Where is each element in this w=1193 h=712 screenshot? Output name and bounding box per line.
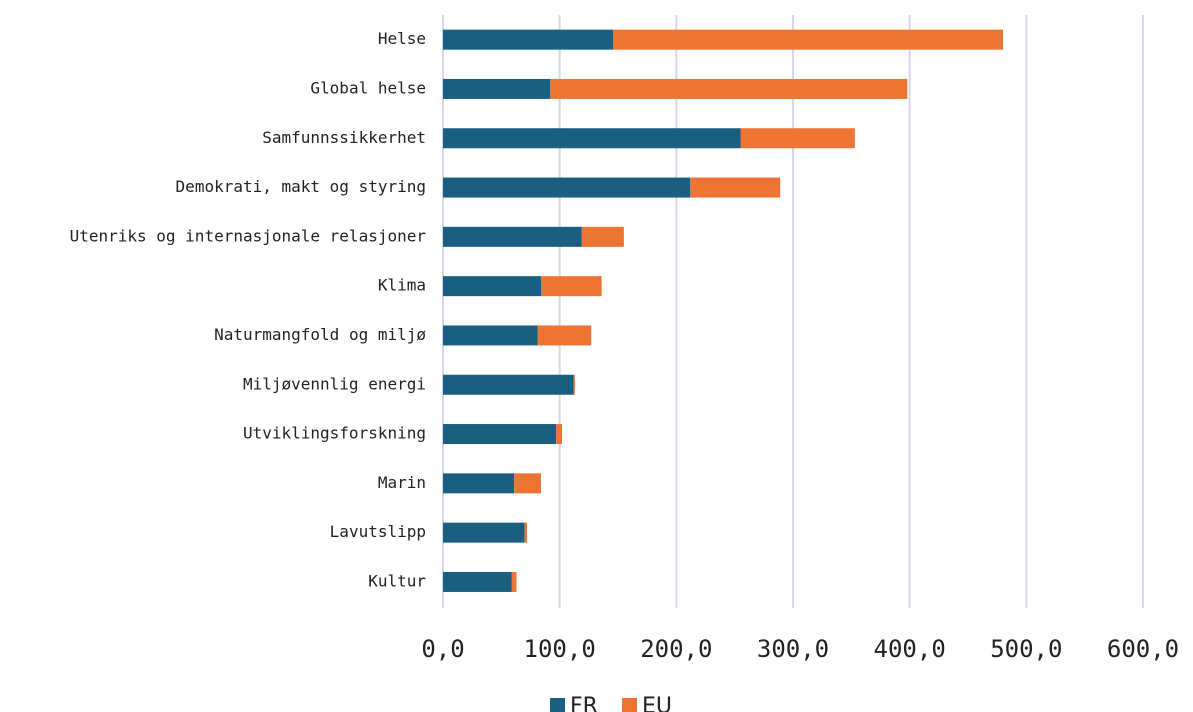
bar-fr-7 xyxy=(443,374,574,395)
category-label-4: Utenriks og internasjonale relasjoner xyxy=(70,226,427,245)
category-label-10: Lavutslipp xyxy=(330,522,426,541)
bar-eu-9 xyxy=(514,473,541,494)
bar-eu-7 xyxy=(573,374,575,395)
category-label-7: Miljøvennlig energi xyxy=(243,374,426,393)
bar-eu-2 xyxy=(740,128,855,149)
bar-fr-3 xyxy=(443,177,691,198)
bar-eu-3 xyxy=(690,177,781,198)
bar-fr-5 xyxy=(443,276,541,297)
bar-fr-0 xyxy=(443,29,614,50)
category-label-8: Utviklingsforskning xyxy=(243,424,426,443)
x-tick-label-3: 300,0 xyxy=(757,635,829,663)
bar-fr-8 xyxy=(443,424,557,445)
x-tick-label-1: 100,0 xyxy=(524,635,596,663)
bar-eu-11 xyxy=(511,571,517,592)
bar-eu-4 xyxy=(581,226,624,247)
bar-eu-8 xyxy=(556,424,562,445)
bar-fr-4 xyxy=(443,226,582,247)
bar-fr-11 xyxy=(443,571,512,592)
bar-fr-1 xyxy=(443,78,551,99)
bar-eu-0 xyxy=(613,29,1003,50)
x-tick-label-4: 400,0 xyxy=(874,635,946,663)
bar-eu-10 xyxy=(524,522,527,543)
x-tick-label-0: 0,0 xyxy=(421,635,464,663)
gridlines xyxy=(442,15,1144,608)
x-tick-label-5: 500,0 xyxy=(990,635,1062,663)
category-label-3: Demokrati, makt og styring xyxy=(176,177,426,196)
x-tick-labels: 0,0 100,0 200,0 300,0 400,0 500,0 600,0 xyxy=(421,635,1179,663)
bar-fr-6 xyxy=(443,325,538,346)
legend-swatch-fr xyxy=(550,698,565,712)
legend-label-eu: EU xyxy=(642,694,672,712)
bar-fr-10 xyxy=(443,522,525,543)
legend: FR EU xyxy=(550,694,672,712)
category-label-2: Samfunnssikkerhet xyxy=(262,128,426,147)
category-label-9: Marin xyxy=(378,473,426,492)
bar-eu-1 xyxy=(550,78,908,99)
category-label-1: Global helse xyxy=(310,78,426,97)
legend-label-fr: FR xyxy=(570,694,598,712)
category-label-0: Helse xyxy=(378,29,426,48)
category-labels: Helse Global helse Samfunnssikkerhet Demokr… xyxy=(70,29,427,590)
legend-swatch-eu xyxy=(622,698,637,712)
x-tick-label-2: 200,0 xyxy=(640,635,712,663)
category-label-11: Kultur xyxy=(368,571,426,590)
bar-fr-2 xyxy=(443,128,741,149)
bars xyxy=(443,29,1003,592)
bar-eu-6 xyxy=(537,325,592,346)
bar-fr-9 xyxy=(443,473,515,494)
category-label-5: Klima xyxy=(378,276,426,295)
bar-eu-5 xyxy=(541,276,602,297)
category-label-6: Naturmangfold og miljø xyxy=(214,325,426,344)
x-tick-label-6: 600,0 xyxy=(1107,635,1179,663)
